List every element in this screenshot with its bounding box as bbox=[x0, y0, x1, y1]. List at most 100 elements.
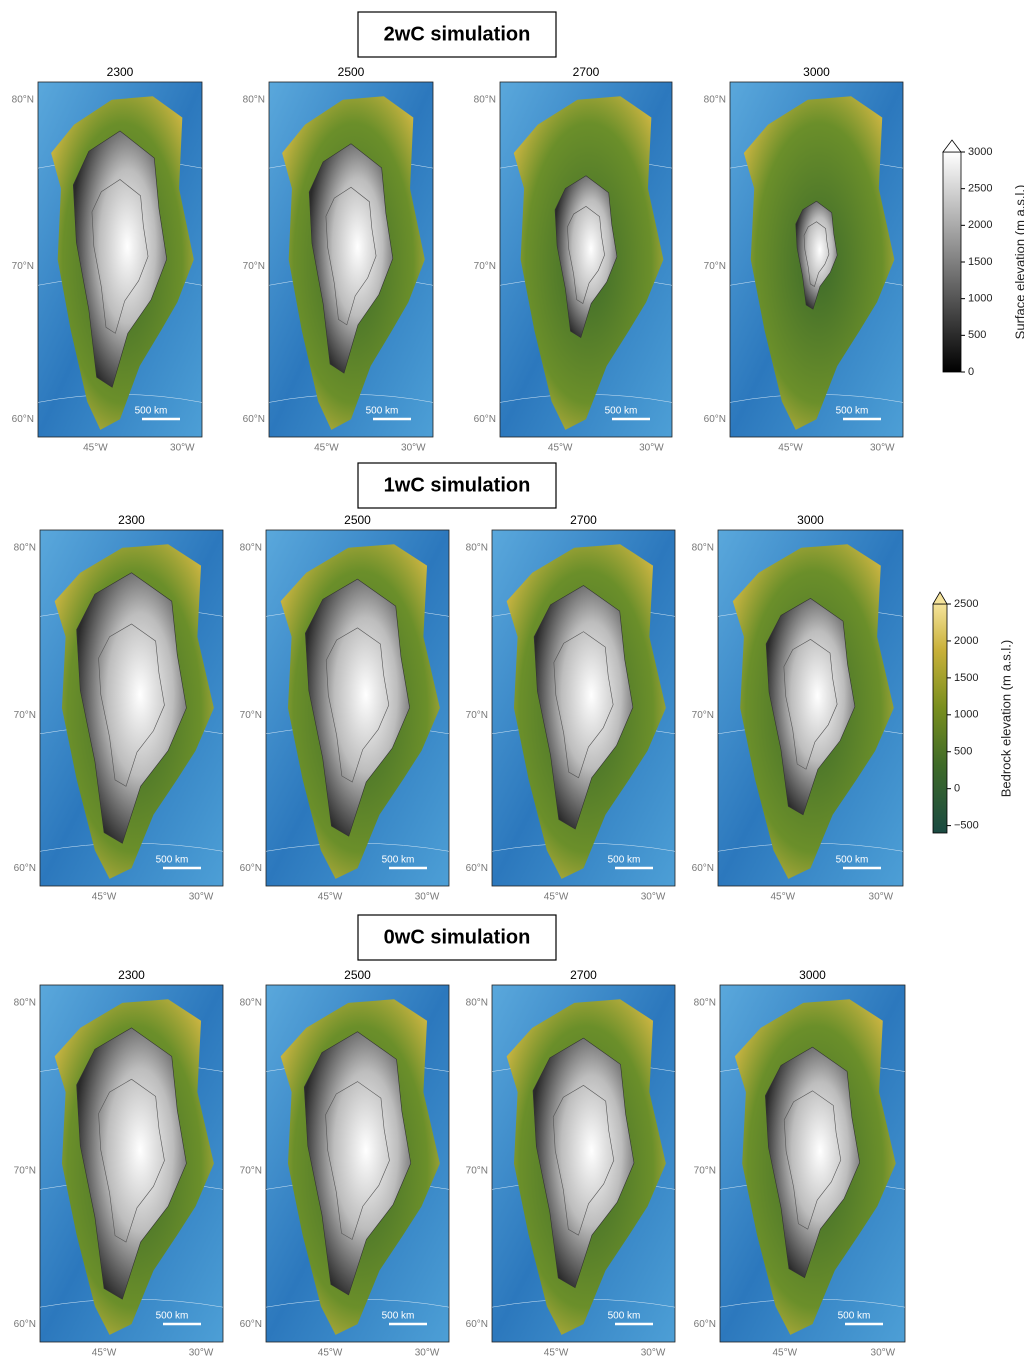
row-title-box bbox=[357, 462, 557, 509]
scale-bar-label: 500 km bbox=[838, 1311, 871, 1322]
colorbar-tick-label: 0 bbox=[968, 366, 974, 378]
colorbar-tick-label: 3000 bbox=[968, 146, 992, 158]
panel-title: 2500 bbox=[344, 968, 371, 982]
scale-bar-label: 500 km bbox=[135, 406, 168, 417]
scale-bar-label: 500 km bbox=[608, 1311, 641, 1322]
lat-label: 60°N bbox=[14, 1319, 36, 1330]
colorbar-tick-label: 2000 bbox=[968, 219, 992, 231]
colorbar-extend bbox=[932, 591, 948, 605]
ice-contour bbox=[552, 1085, 615, 1236]
scale-bar-label: 500 km bbox=[836, 406, 869, 417]
panel-title: 2300 bbox=[118, 513, 145, 527]
ice-contour bbox=[567, 206, 605, 304]
ice-sheet bbox=[303, 1031, 412, 1296]
lat-label: 80°N bbox=[692, 542, 714, 553]
lat-label: 80°N bbox=[466, 997, 488, 1008]
lat-label: 80°N bbox=[240, 542, 262, 553]
lat-label: 80°N bbox=[704, 94, 726, 105]
lon-label: 45°W bbox=[544, 892, 569, 903]
lon-label: 30°W bbox=[641, 1348, 666, 1359]
panel-title: 2500 bbox=[344, 513, 371, 527]
colorbar-tick-label: 2500 bbox=[968, 183, 992, 195]
row-title-box bbox=[357, 11, 557, 58]
ice-sheet bbox=[532, 1037, 635, 1289]
lat-label: 70°N bbox=[694, 1165, 716, 1176]
ice-sheet bbox=[76, 572, 187, 844]
lat-label: 70°N bbox=[12, 261, 34, 272]
row-title: 1wC simulation bbox=[384, 474, 531, 496]
lat-label: 80°N bbox=[240, 997, 262, 1008]
lon-label: 45°W bbox=[314, 443, 339, 454]
lat-label: 70°N bbox=[466, 710, 488, 721]
scale-bar-label: 500 km bbox=[608, 855, 641, 866]
lat-label: 70°N bbox=[240, 1165, 262, 1176]
ice-sheet bbox=[533, 585, 634, 830]
panel-title: 2700 bbox=[570, 513, 597, 527]
lon-label: 30°W bbox=[870, 443, 895, 454]
lon-label: 45°W bbox=[544, 1348, 569, 1359]
colorbar-extend bbox=[942, 139, 962, 153]
colorbar-tick-label: 1000 bbox=[968, 293, 992, 305]
ice-contour bbox=[553, 631, 614, 779]
lat-label: 80°N bbox=[12, 94, 34, 105]
ice-sheet bbox=[305, 578, 410, 837]
scale-bar-label: 500 km bbox=[605, 406, 638, 417]
lon-label: 30°W bbox=[869, 892, 894, 903]
colorbar-tick-label: 1500 bbox=[968, 256, 992, 268]
colorbar-label: Bedrock elevation (m a.s.l.) bbox=[998, 640, 1013, 798]
panel-title: 2300 bbox=[107, 65, 134, 79]
lat-label: 70°N bbox=[474, 261, 496, 272]
ice-sheet bbox=[554, 175, 618, 339]
panel-title: 2300 bbox=[118, 968, 145, 982]
lat-label: 70°N bbox=[14, 710, 36, 721]
lon-label: 45°W bbox=[772, 1348, 797, 1359]
colorbar-tick-label: 1000 bbox=[954, 709, 978, 721]
ice-sheet bbox=[72, 130, 168, 388]
lat-label: 70°N bbox=[243, 261, 265, 272]
ice-contour bbox=[325, 1081, 390, 1240]
lon-label: 45°W bbox=[92, 1348, 117, 1359]
colorbar bbox=[932, 603, 948, 834]
ice-contour bbox=[98, 1078, 165, 1243]
colorbar-tick-label: 2500 bbox=[954, 598, 978, 610]
panel-title: 2700 bbox=[573, 65, 600, 79]
panel-title: 3000 bbox=[797, 513, 824, 527]
ice-contour bbox=[783, 1090, 842, 1230]
ice-contour bbox=[325, 627, 390, 783]
lon-label: 45°W bbox=[778, 443, 803, 454]
lat-label: 60°N bbox=[694, 1319, 716, 1330]
lat-label: 70°N bbox=[704, 261, 726, 272]
lat-label: 60°N bbox=[14, 863, 36, 874]
colorbar-label: Surface elevation (m a.s.l.) bbox=[1012, 185, 1024, 340]
row-title: 2wC simulation bbox=[384, 23, 531, 45]
lat-label: 60°N bbox=[692, 863, 714, 874]
ice-sheet bbox=[765, 597, 856, 816]
lat-label: 60°N bbox=[12, 414, 34, 425]
lon-label: 30°W bbox=[189, 892, 214, 903]
ice-contour bbox=[98, 623, 165, 787]
panel-title: 3000 bbox=[803, 65, 830, 79]
scale-bar-label: 500 km bbox=[836, 855, 869, 866]
lon-label: 30°W bbox=[871, 1348, 896, 1359]
ice-contour bbox=[783, 639, 838, 770]
lon-label: 45°W bbox=[548, 443, 573, 454]
lon-label: 30°W bbox=[641, 892, 666, 903]
lat-label: 80°N bbox=[243, 94, 265, 105]
lat-label: 80°N bbox=[14, 997, 36, 1008]
panel-title: 2500 bbox=[338, 65, 365, 79]
lon-label: 30°W bbox=[170, 443, 195, 454]
lon-label: 30°W bbox=[639, 443, 664, 454]
colorbar-tick-label: 2000 bbox=[954, 635, 978, 647]
scale-bar-label: 500 km bbox=[382, 855, 415, 866]
row-title-box bbox=[357, 914, 557, 961]
lat-label: 60°N bbox=[466, 1319, 488, 1330]
lat-label: 60°N bbox=[704, 414, 726, 425]
colorbar bbox=[942, 151, 962, 373]
ice-contour bbox=[803, 221, 830, 287]
colorbar-tick-label: 500 bbox=[968, 329, 986, 341]
colorbar-tick-label: 1500 bbox=[954, 672, 978, 684]
lon-label: 30°W bbox=[401, 443, 426, 454]
lat-label: 70°N bbox=[466, 1165, 488, 1176]
